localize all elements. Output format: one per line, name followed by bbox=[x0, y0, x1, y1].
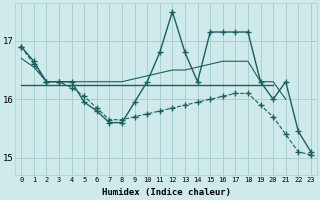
X-axis label: Humidex (Indice chaleur): Humidex (Indice chaleur) bbox=[101, 188, 231, 197]
